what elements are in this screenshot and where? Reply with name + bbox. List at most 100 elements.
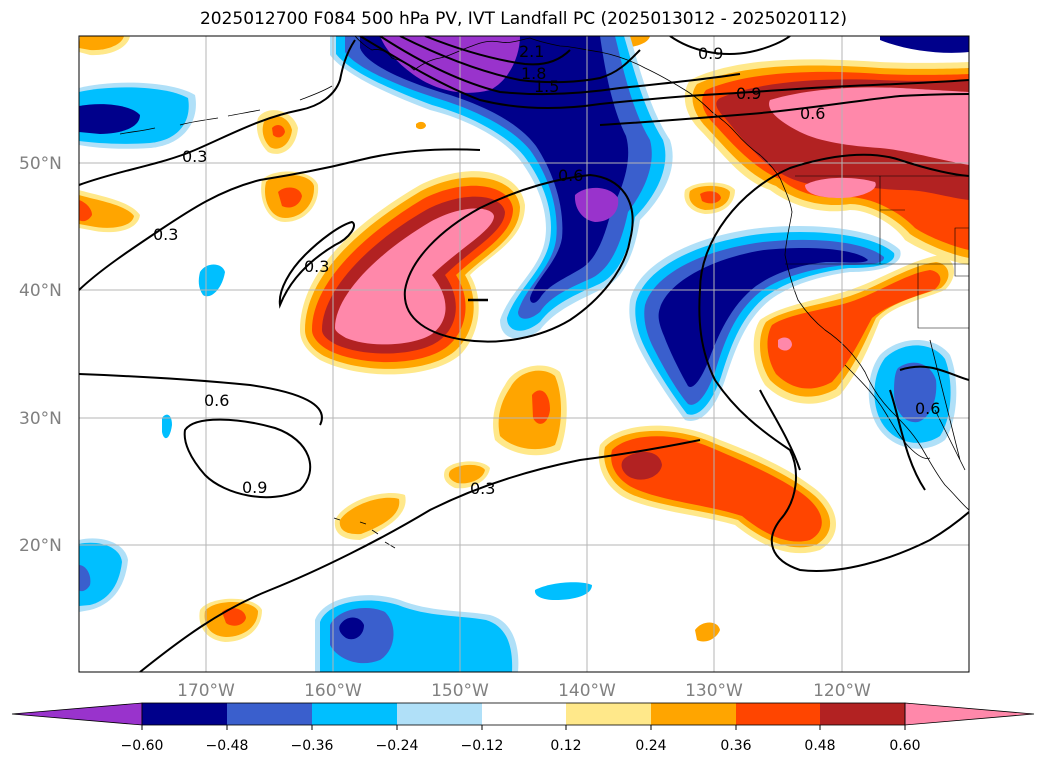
pv-anomaly-positive-california [767, 270, 941, 389]
pv-anomaly-negative-small [198, 264, 225, 297]
lon-label: 160°W [304, 681, 362, 701]
contour-label: 1.5 [534, 77, 559, 96]
pv-contours [79, 36, 969, 672]
pv-anomaly-positive-california [778, 337, 792, 351]
pv-contour-jet-2 [379, 36, 741, 96]
pv-anomaly-positive-small [498, 370, 562, 450]
pv-anomaly-negative-offshore [658, 248, 868, 387]
pv-contour-0.9-ring [183, 418, 312, 499]
figure-title: 2025012700 F084 500 hPa PV, IVT Landfall… [199, 9, 847, 29]
pv-anomaly-positive-small [222, 608, 246, 626]
lon-label: 120°W [813, 681, 871, 701]
colorbar-segment [736, 703, 820, 725]
contour-label: 0.3 [304, 257, 329, 276]
colorbar-tick-label: 0.24 [635, 738, 666, 754]
pv-contour-jet-5 [669, 36, 791, 55]
lat-label: 40°N [19, 281, 62, 301]
colorbar-tick-label: 0.48 [804, 738, 835, 754]
aleutian-islands [119, 85, 333, 135]
colorbar-tick-label: −0.12 [461, 738, 504, 754]
colorbar-tick-label: −0.24 [376, 738, 419, 754]
hawaii-islands [333, 517, 396, 549]
pv-anomaly-positive-small [79, 36, 124, 51]
colorbar-segment [482, 703, 566, 725]
contour-label: 0.9 [242, 478, 267, 497]
contour-label: 2.1 [519, 42, 544, 61]
pv-anomaly-negative-south [339, 617, 364, 640]
pv-anomaly-positive-small [339, 497, 400, 535]
pv-anomaly-positive-small [79, 195, 134, 228]
colorbar-tick-label: 0.12 [550, 738, 581, 754]
pv-contour-0.3-north [79, 39, 356, 186]
gridlines [79, 36, 969, 672]
map-frame [78, 35, 970, 673]
lon-label: 150°W [431, 681, 489, 701]
map-panel: 2.1 1.8 1.5 0.9 0.9 0.6 0.6 0.3 0.3 0.3 … [19, 35, 970, 701]
colorbar-extend-low [11, 702, 143, 726]
colorbar: −0.60 −0.48 −0.36 −0.24 −0.12 0.12 0.24 … [11, 702, 1035, 754]
lon-label: 140°W [558, 681, 616, 701]
colorbar-extend-high [904, 702, 1035, 726]
colorbar-segment [651, 703, 736, 725]
pv-anomaly-negative-south [330, 608, 394, 664]
colorbar-tick-label: 0.36 [720, 738, 751, 754]
baja-peninsula [844, 364, 931, 459]
mexico-coast [929, 339, 966, 471]
pv-contour-0.6-east [699, 153, 969, 291]
colorbar-segment [397, 703, 482, 725]
pv-anomaly-positive-small [416, 121, 426, 130]
pv-contour-0.3-loop [278, 220, 355, 309]
state-borders [785, 176, 969, 329]
pv-anomaly-negative-small [162, 414, 172, 439]
colorbar-tick-label: 0.60 [889, 738, 920, 754]
pv-anomaly-positive-small [79, 200, 92, 222]
pv-anomaly-positive-subtropical [611, 436, 822, 542]
contour-label: 0.6 [204, 391, 229, 410]
pv-anomaly-negative-trough [380, 36, 520, 93]
pv-anomaly-negative-trough [574, 187, 619, 222]
pv-anomaly-positive-central [335, 208, 494, 345]
pv-anomaly-negative-west [79, 104, 140, 134]
colorbar-segment [227, 703, 312, 725]
contour-label: 0.9 [736, 84, 761, 103]
colorbar-segment [820, 703, 905, 725]
pv-contour-east-inner [759, 365, 969, 491]
pv-anomaly-negative-west [79, 542, 122, 606]
pv-contour-jet-3 [399, 36, 641, 84]
colorbar-tick-label: −0.48 [206, 738, 249, 754]
colorbar-tick-label: −0.60 [121, 738, 164, 754]
pv-anomaly-negative-small [880, 36, 969, 53]
pv-contour-0.6-low [79, 373, 323, 426]
colorbar-frame [141, 702, 906, 726]
lat-label: 30°N [19, 409, 62, 429]
pv-anomaly-positive-northeast [805, 177, 876, 198]
contour-label-group: 2.1 1.8 1.5 0.9 0.9 0.6 0.6 0.3 0.3 0.3 … [153, 42, 940, 498]
lat-label: 50°N [19, 154, 62, 174]
contour-label: 0.3 [153, 225, 178, 244]
contour-label: 0.6 [558, 166, 583, 185]
colorbar-segment [312, 703, 397, 725]
pv-contour-east-loop [698, 289, 969, 572]
contour-label: 0.6 [915, 399, 940, 418]
pv-anomaly-positive-small [448, 464, 485, 484]
pv-anomaly-positive-subtropical [621, 451, 662, 480]
lon-label: 130°W [685, 681, 743, 701]
colorbar-tick-labels: −0.60 −0.48 −0.36 −0.24 −0.12 0.12 0.24 … [121, 738, 921, 754]
pv-anomaly-positive-small [532, 390, 550, 424]
pv-anomaly-negative-west [79, 565, 91, 592]
contour-label: 1.8 [521, 64, 546, 83]
north-america-coast [779, 177, 969, 511]
contour-label: 0.6 [800, 104, 825, 123]
pv-anomaly-negative-south [534, 582, 592, 600]
pv-anomaly-positive-small [278, 187, 302, 208]
pv-contour-0.3-west [79, 148, 481, 291]
pv-contour-0.6-inner [403, 173, 634, 343]
pv-anomaly-positive-small [700, 191, 721, 204]
axis-labels: 50°N 40°N 30°N 20°N 170°W 160°W 150°W 14… [19, 154, 871, 701]
colorbar-tick-label: −0.36 [291, 738, 334, 754]
pv-contour-jet-6 [599, 93, 969, 126]
contour-label: 0.3 [470, 479, 495, 498]
pv-anomaly-positive-small [272, 124, 285, 138]
contour-label: 0.3 [182, 147, 207, 166]
